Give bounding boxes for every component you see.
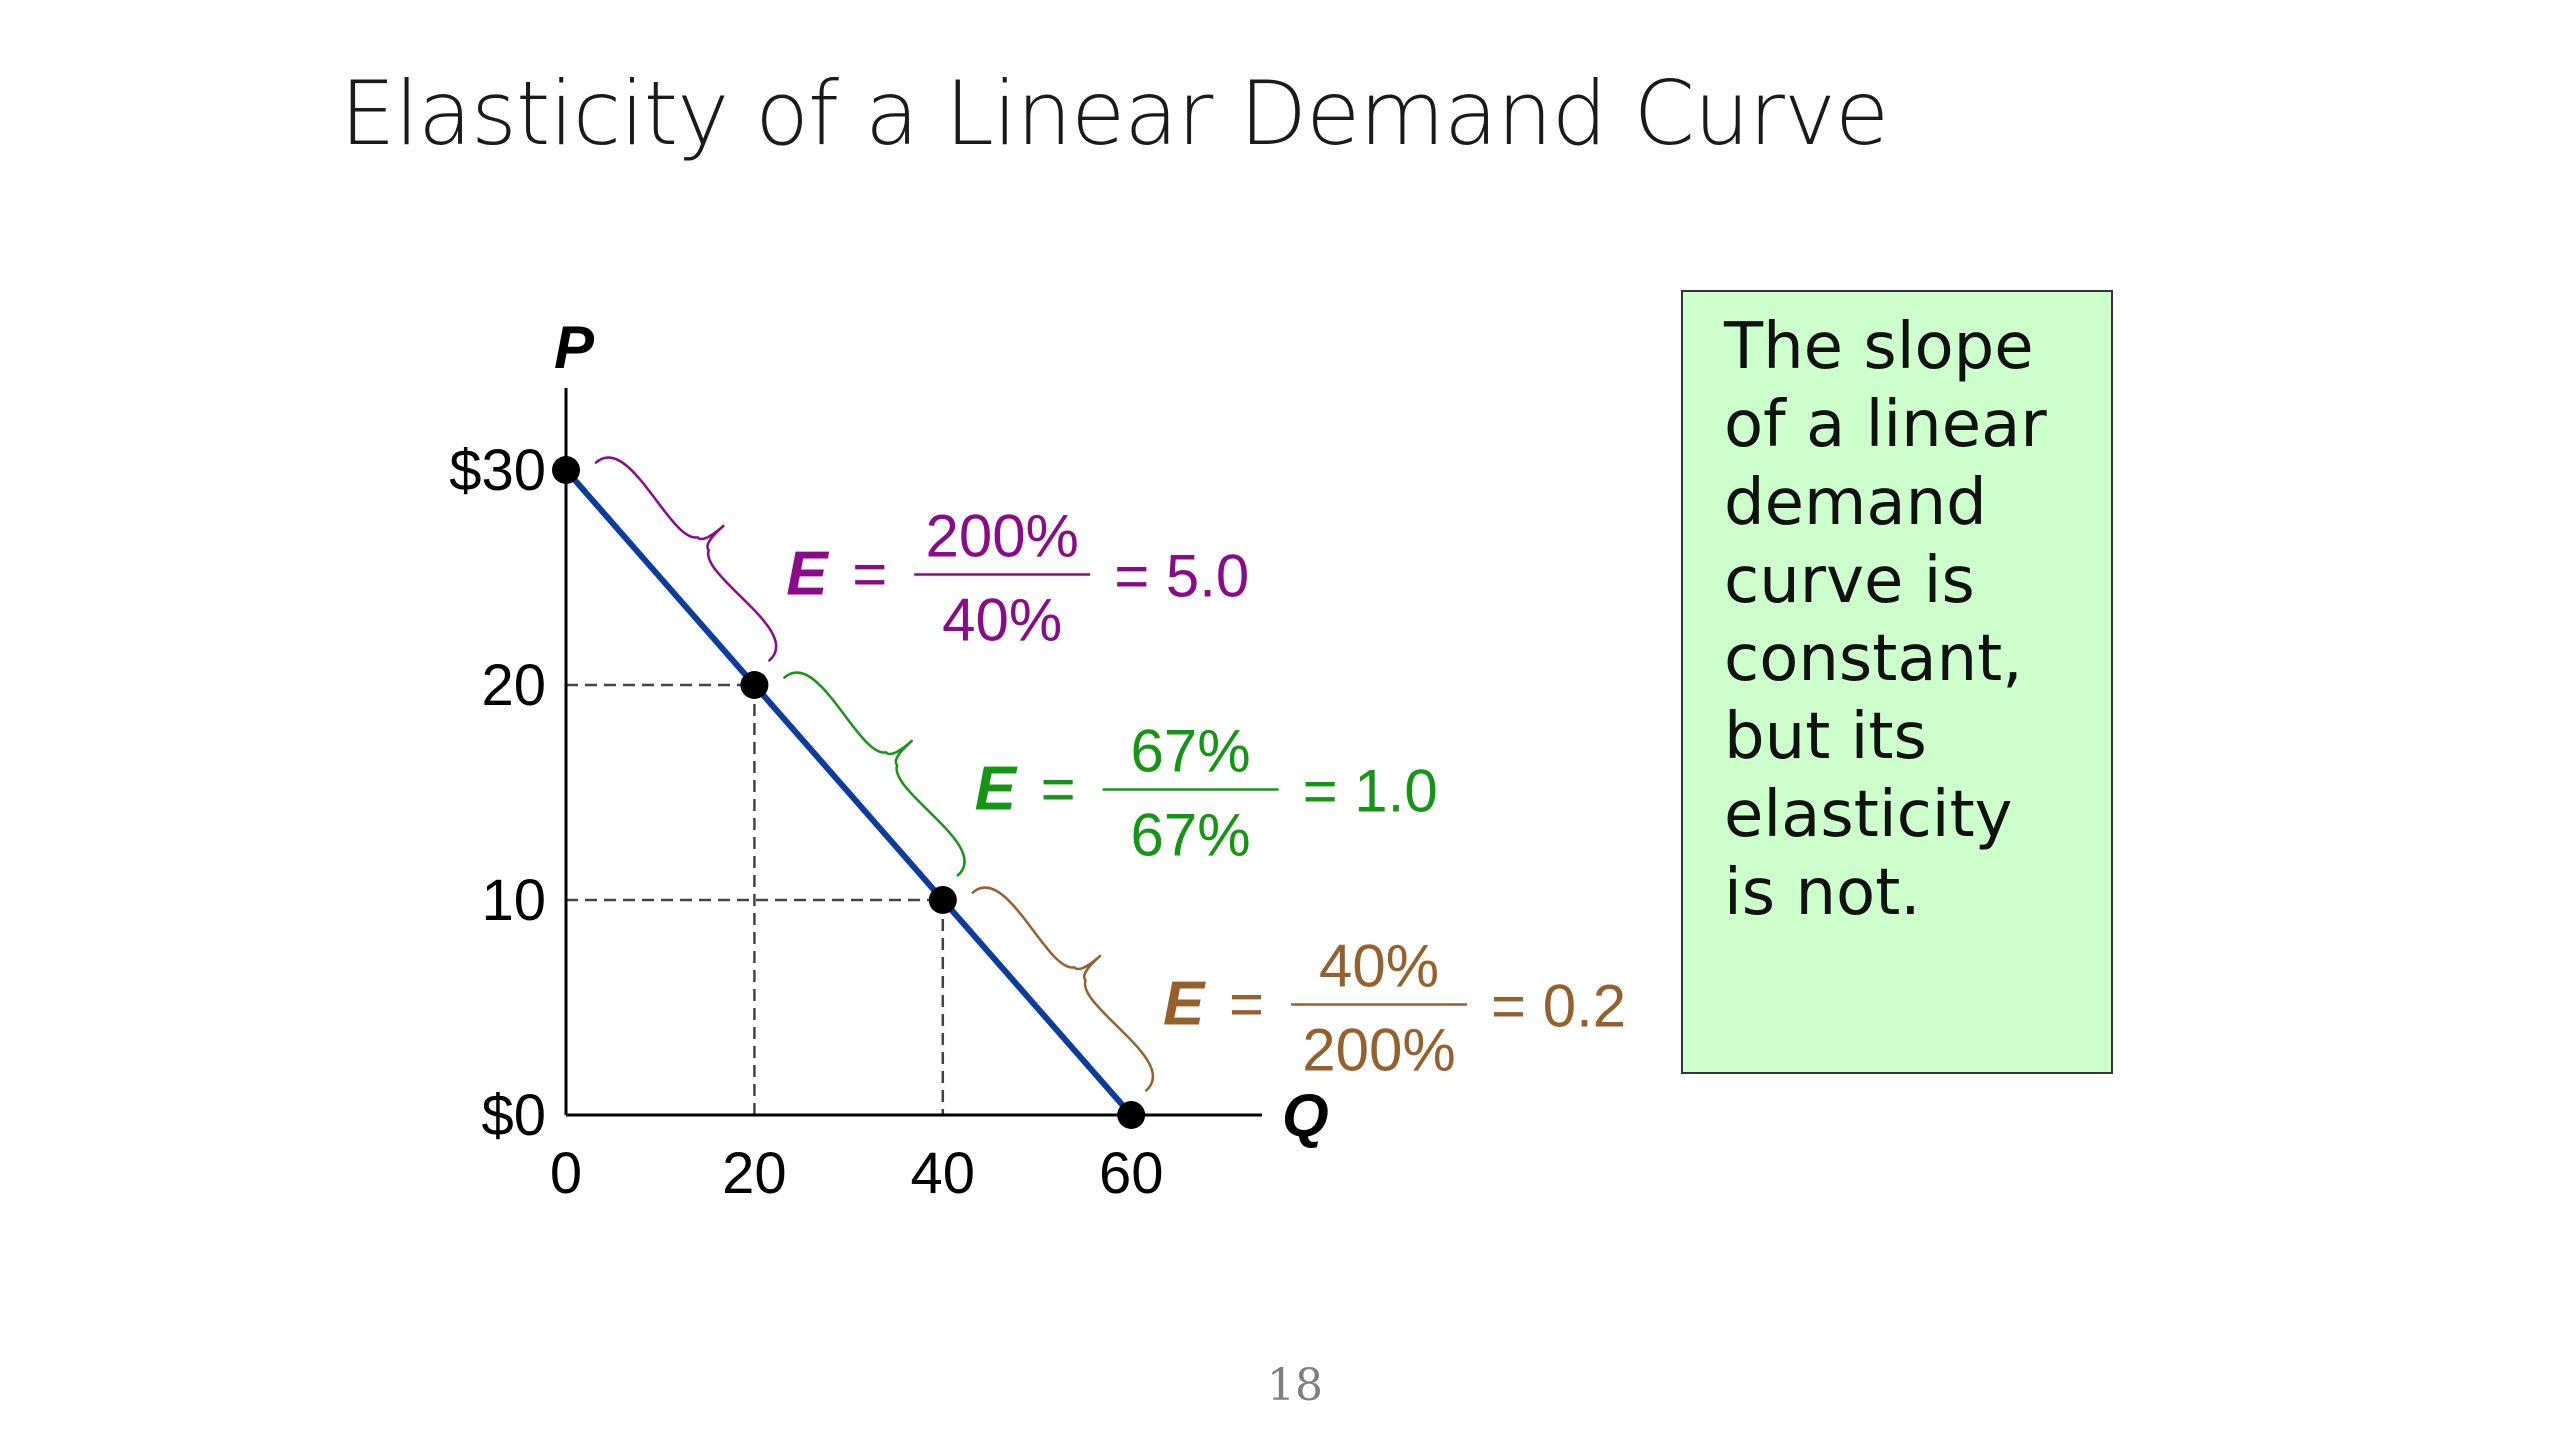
y-tick-label: $30: [449, 438, 546, 503]
demand-curve: [563, 467, 1135, 1118]
x-axis-title: Q: [1282, 1082, 1329, 1149]
elasticity-symbol: E: [1163, 970, 1206, 1039]
x-tick-label: 60: [1099, 1141, 1164, 1206]
elasticity-numerator: 67%: [1131, 718, 1251, 785]
elasticity-equation: E = 67% 67% = 1.0: [975, 718, 1438, 869]
y-tick-label: 20: [481, 653, 546, 718]
elasticity-braces: [594, 456, 1155, 1092]
elasticity-numerator: 40%: [1319, 933, 1439, 1000]
elasticity-brace: [971, 886, 1155, 1092]
elasticity-denominator: 67%: [1131, 802, 1251, 869]
y-tick-label: $0: [481, 1083, 546, 1148]
demand-points: [552, 456, 1146, 1129]
demand-curve-line: [563, 467, 1135, 1118]
elasticity-result: = 1.0: [1303, 758, 1438, 825]
elasticity-numerator: 200%: [925, 503, 1078, 570]
equals-sign: =: [852, 541, 887, 608]
page-number: 18: [1267, 1360, 1323, 1411]
demand-point: [1117, 1101, 1146, 1129]
equals-sign: =: [1041, 756, 1076, 823]
elasticity-symbol: E: [786, 540, 829, 609]
x-tick-label: 20: [722, 1141, 787, 1206]
x-tick-label: 40: [911, 1141, 976, 1206]
guide-lines: [566, 683, 945, 1115]
elasticity-result: = 0.2: [1491, 973, 1626, 1040]
slope-note-text: The slope of a linear demand curve is co…: [1724, 310, 2047, 930]
demand-point: [928, 886, 957, 914]
elasticity-equation: E = 40% 200% = 0.2: [1163, 933, 1626, 1084]
elasticity-equations: E = 200% 40% = 5.0 E = 67% 67% = 1.0 E = 40% 200% = 0.…: [786, 503, 1626, 1084]
slope-note-box: The slope of a linear demand curve is co…: [1681, 290, 2113, 1074]
demand-point: [740, 671, 769, 699]
elasticity-denominator: 40%: [942, 587, 1062, 654]
x-tick-label: 0: [550, 1141, 582, 1206]
elasticity-symbol: E: [975, 755, 1018, 824]
tick-labels: $0 10 20 $30 0 20 40 60: [449, 438, 1163, 1206]
elasticity-result: = 5.0: [1114, 543, 1249, 610]
elasticity-brace: [783, 671, 966, 877]
slide-title: Elasticity of a Linear Demand Curve: [340, 62, 1889, 165]
y-tick-label: 10: [481, 868, 546, 933]
elasticity-denominator: 200%: [1302, 1017, 1455, 1084]
elasticity-brace: [594, 456, 778, 662]
y-axis-title: P: [554, 314, 595, 381]
elasticity-equation: E = 200% 40% = 5.0: [786, 503, 1249, 654]
demand-point: [552, 456, 580, 484]
axes: P Q: [554, 314, 1329, 1149]
equals-sign: =: [1229, 971, 1264, 1038]
